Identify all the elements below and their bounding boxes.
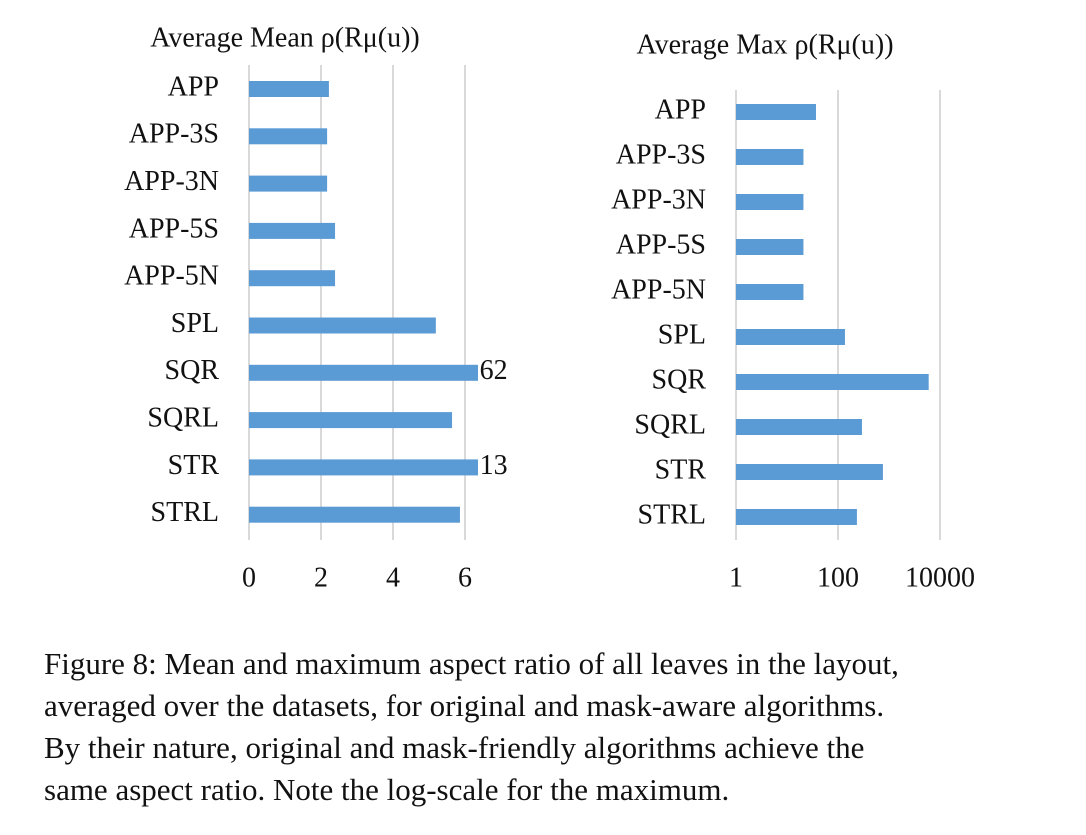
y-tick-label: SQRL [147,403,219,434]
y-tick-label: SQR [652,364,707,395]
bar [736,374,929,390]
bar [249,317,436,334]
y-tick-label: APP-5N [124,261,219,292]
y-tick-label: STRL [638,499,706,530]
y-tick-label: SPL [658,319,706,350]
caption-line: Figure 8: Mean and maximum aspect ratio … [44,646,899,681]
y-tick-label: APP-3N [124,166,219,197]
bar [736,509,857,525]
y-tick-label: APP-5S [129,213,219,244]
bars [736,104,929,525]
bar [736,194,804,210]
bar [249,128,328,145]
x-tick-label: 1 [729,562,743,593]
x-tick-label: 0 [242,562,256,593]
y-tick-label: SQRL [634,409,706,440]
y-tick-label: STRL [151,497,219,528]
value-label: 13 [480,450,508,481]
chart-title: Average Mean ρ(Rμ(u)) [150,22,419,53]
caption-line: By their nature, original and mask-frien… [44,730,864,765]
bar [249,175,328,192]
y-tick-label: APP-5N [611,274,706,305]
bar [736,104,816,120]
x-tick-label: 4 [386,562,400,593]
bar [736,239,804,255]
bar [249,222,336,239]
y-tick-label: STR [655,454,707,485]
y-tick-label: APP-3N [611,184,706,215]
bar [249,364,478,381]
y-tick-label: APP [168,71,219,102]
caption-line: averaged over the datasets, for original… [44,688,884,723]
y-tick-label: STR [168,450,220,481]
y-tick-label: APP-5S [616,229,706,260]
bar [736,419,862,435]
bar [736,284,804,300]
bars [249,81,478,523]
bar [736,149,804,165]
y-tick-label: SQR [165,355,220,386]
y-tick-label: APP [655,94,706,125]
y-tick-label: APP-3S [616,139,706,170]
chart-title: Average Max ρ(Rμ(u)) [636,29,893,60]
bar [249,412,453,429]
x-tick-label: 2 [314,562,328,593]
bar [736,329,845,345]
bar [249,270,336,287]
bar [736,464,883,480]
bar [249,459,478,476]
bar [249,506,460,523]
value-label: 62 [480,355,508,386]
y-tick-label: APP-3S [129,119,219,150]
caption-line: same aspect ratio. Note the log-scale fo… [44,772,729,807]
bar [249,81,329,97]
x-tick-label: 10000 [905,562,975,593]
y-tick-label: SPL [171,308,219,339]
x-tick-label: 6 [458,562,472,593]
x-tick-label: 100 [817,562,859,593]
